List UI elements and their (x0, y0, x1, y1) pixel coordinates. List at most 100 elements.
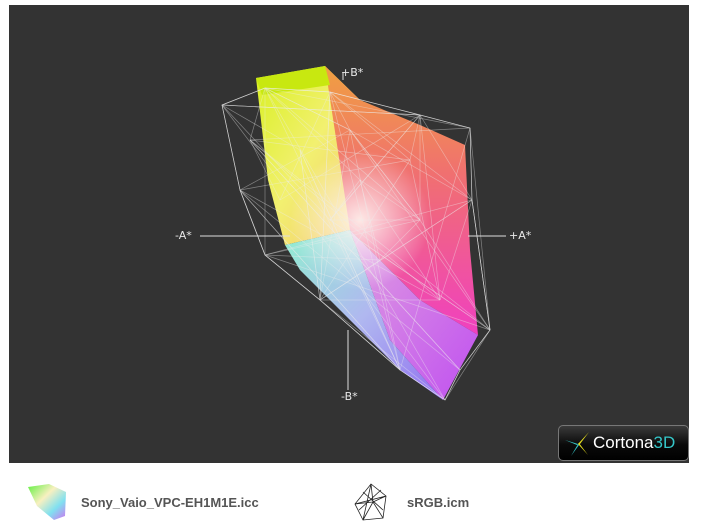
wireframe-edge (221, 104, 421, 116)
wireframe-edge (329, 219, 491, 331)
wireframe-edge (419, 114, 473, 201)
device-gamut-solid (256, 66, 478, 400)
wireframe-edge (249, 127, 471, 141)
gamut-plot[interactable] (9, 5, 689, 463)
wireframe-edge (279, 114, 421, 201)
wireframe-edge (319, 299, 446, 401)
wireframe-edge (349, 129, 491, 331)
wireframe-edge (299, 149, 401, 371)
wireframe-edge (329, 114, 421, 221)
wireframe-edge (349, 129, 421, 221)
wireframe-edge (264, 254, 321, 301)
legend-label-srgb: sRGB.icm (407, 494, 470, 510)
wireframe-edge (264, 87, 351, 131)
wireframe-edge (221, 104, 421, 116)
wireframe-edge (319, 91, 331, 301)
wireframe-edge (264, 254, 381, 261)
wireframe-edge (239, 189, 266, 256)
wireframe-edge (319, 199, 473, 301)
wireframe-edge (239, 189, 401, 371)
wireframe-edge (379, 219, 421, 261)
wireframe-edge (359, 179, 441, 301)
wireframe-edge (249, 139, 491, 331)
wireframe-edge (359, 179, 421, 221)
wireframe-edge (249, 139, 461, 371)
wireframe-edge (299, 149, 321, 301)
wireframe-edge (409, 159, 441, 301)
wireframe-edge (264, 87, 361, 181)
cortona-star-icon (565, 432, 589, 456)
wireframe-edge (319, 299, 401, 371)
wireframe-edge (239, 129, 351, 191)
wireframe-edge (239, 189, 401, 371)
wireframe-edge (319, 199, 473, 301)
wireframe-edge (279, 91, 331, 201)
wireframe-edge (329, 91, 401, 371)
wireframe-edge (349, 129, 473, 201)
wireframe-edge (444, 329, 491, 401)
legend-item-srgb: sRGB.icm (353, 482, 469, 522)
wireframe-edge (471, 199, 491, 331)
wireframe-edge (319, 159, 411, 301)
wireframe-edge (264, 87, 421, 221)
cortona-logo-text: Cortona3D (593, 433, 676, 452)
legend-item-device: Sony_Vaio_VPC-EH1M1E.icc (27, 482, 259, 522)
wireframe-edge (444, 369, 461, 401)
wireframe-edge (409, 114, 421, 161)
minus-a-axis-label: -A* (175, 229, 192, 242)
wireframe-edge (264, 254, 491, 331)
gamut-white-point (290, 150, 430, 290)
wireframe-edge (264, 87, 401, 371)
wireframe-edge (264, 87, 471, 129)
cortona3d-logo-button[interactable]: Cortona3D (558, 425, 689, 461)
wireframe-edge (221, 104, 301, 151)
solid-gamut-icon (28, 484, 66, 520)
wireframe-edge (249, 139, 461, 371)
wireframe-edge (319, 129, 351, 301)
wireframe-edge (264, 87, 351, 131)
wireframe-edge (329, 114, 421, 221)
wireframe-edge (329, 219, 491, 331)
plus-a-axis-label: +A* (509, 229, 532, 242)
plus-b-axis-label: +B* (341, 66, 364, 79)
wireframe-edge (221, 104, 421, 116)
wireframe-edge (221, 104, 331, 221)
wireframe-edge (239, 159, 411, 191)
wireframe-edge (264, 87, 446, 401)
wireframe-edge (329, 91, 351, 131)
wireframe-edge (439, 199, 473, 301)
wireframe-edge (239, 189, 266, 256)
wireframe-outline (221, 87, 491, 401)
wireframe-edge (264, 254, 321, 301)
wireframe-edge (299, 149, 321, 301)
wireframe-edge (419, 219, 491, 331)
wireframe-gamut-icon (354, 483, 387, 521)
wireframe-edge (319, 91, 331, 301)
wireframe-edge (419, 114, 441, 301)
wireframe-edge (319, 259, 381, 301)
wireframe-edge (349, 129, 421, 221)
wireframe-edge (471, 199, 491, 331)
wireframe-edge (329, 179, 361, 221)
axes (200, 72, 506, 390)
wireframe-edge (221, 87, 266, 106)
wireframe-edge (221, 104, 241, 191)
gamut-face-top (256, 66, 330, 95)
wireframe-edge (329, 91, 473, 201)
wireframe-edge (329, 91, 411, 161)
wireframe-edge (264, 199, 473, 256)
legend-label-device: Sony_Vaio_VPC-EH1M1E.icc (81, 494, 259, 510)
wireframe-edge (249, 139, 281, 201)
wireframe-edge (349, 129, 401, 371)
3d-gamut-viewer[interactable]: +B* -B* +A* -A* Cortona3D (9, 5, 689, 463)
wireframe-edge (359, 179, 381, 261)
wireframe-edge (249, 139, 441, 301)
wireframe-edge (249, 87, 266, 141)
wireframe-edge (239, 189, 461, 371)
wireframe-edge (264, 219, 421, 256)
minus-b-axis-label: -B* (341, 390, 358, 403)
wireframe-edge (221, 104, 446, 401)
wireframe-edge (249, 139, 411, 161)
wireframe-edge (239, 189, 441, 301)
wireframe-edge (299, 149, 401, 371)
